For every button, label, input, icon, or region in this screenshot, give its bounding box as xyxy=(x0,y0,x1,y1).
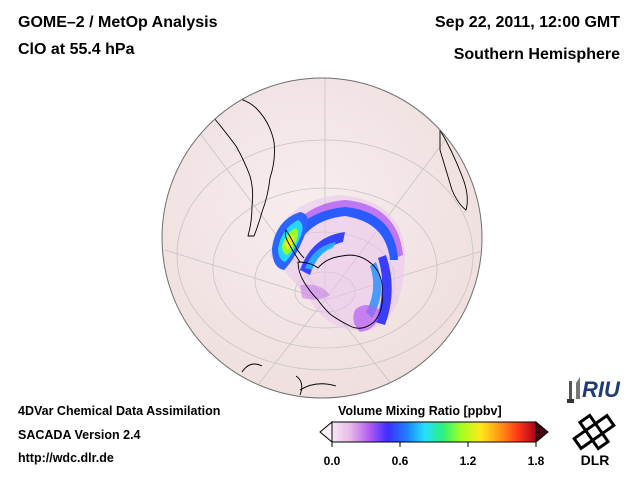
date-label: Sep 22, 2011, 12:00 GMT xyxy=(435,14,620,31)
footer-version: SACADA Version 2.4 xyxy=(18,428,141,442)
colorbar-title: Volume Mixing Ratio [ppbv] xyxy=(338,404,502,418)
colorbar xyxy=(319,420,549,447)
dlr-logo-text: DLR xyxy=(581,452,610,468)
globe-map xyxy=(161,77,483,399)
colorbar-ramp xyxy=(331,421,537,443)
dlr-logo: DLR xyxy=(572,413,616,468)
colorbar-tick-label: 1.8 xyxy=(527,454,545,468)
colorbar-ticks xyxy=(331,442,537,447)
riu-logo: RIU xyxy=(567,377,621,403)
colorbar-max-arrow xyxy=(535,420,549,444)
globe-outline xyxy=(161,77,483,399)
riu-logo-text: RIU xyxy=(582,377,621,402)
colorbar-tick-label: 1.2 xyxy=(459,454,477,468)
map-subtitle: ClO at 55.4 hPa xyxy=(18,41,135,58)
footer-method: 4DVar Chemical Data Assimilation xyxy=(18,404,221,418)
map-title: GOME–2 / MetOp Analysis xyxy=(18,14,218,31)
hemisphere-label: Southern Hemisphere xyxy=(453,46,620,63)
footer-url[interactable]: http://wdc.dlr.de xyxy=(18,451,114,465)
coastlines xyxy=(211,96,468,396)
colorbar-tick-label: 0.0 xyxy=(323,454,341,468)
colorbar-tick-label: 0.6 xyxy=(391,454,409,468)
colorbar-min-arrow xyxy=(319,420,333,444)
